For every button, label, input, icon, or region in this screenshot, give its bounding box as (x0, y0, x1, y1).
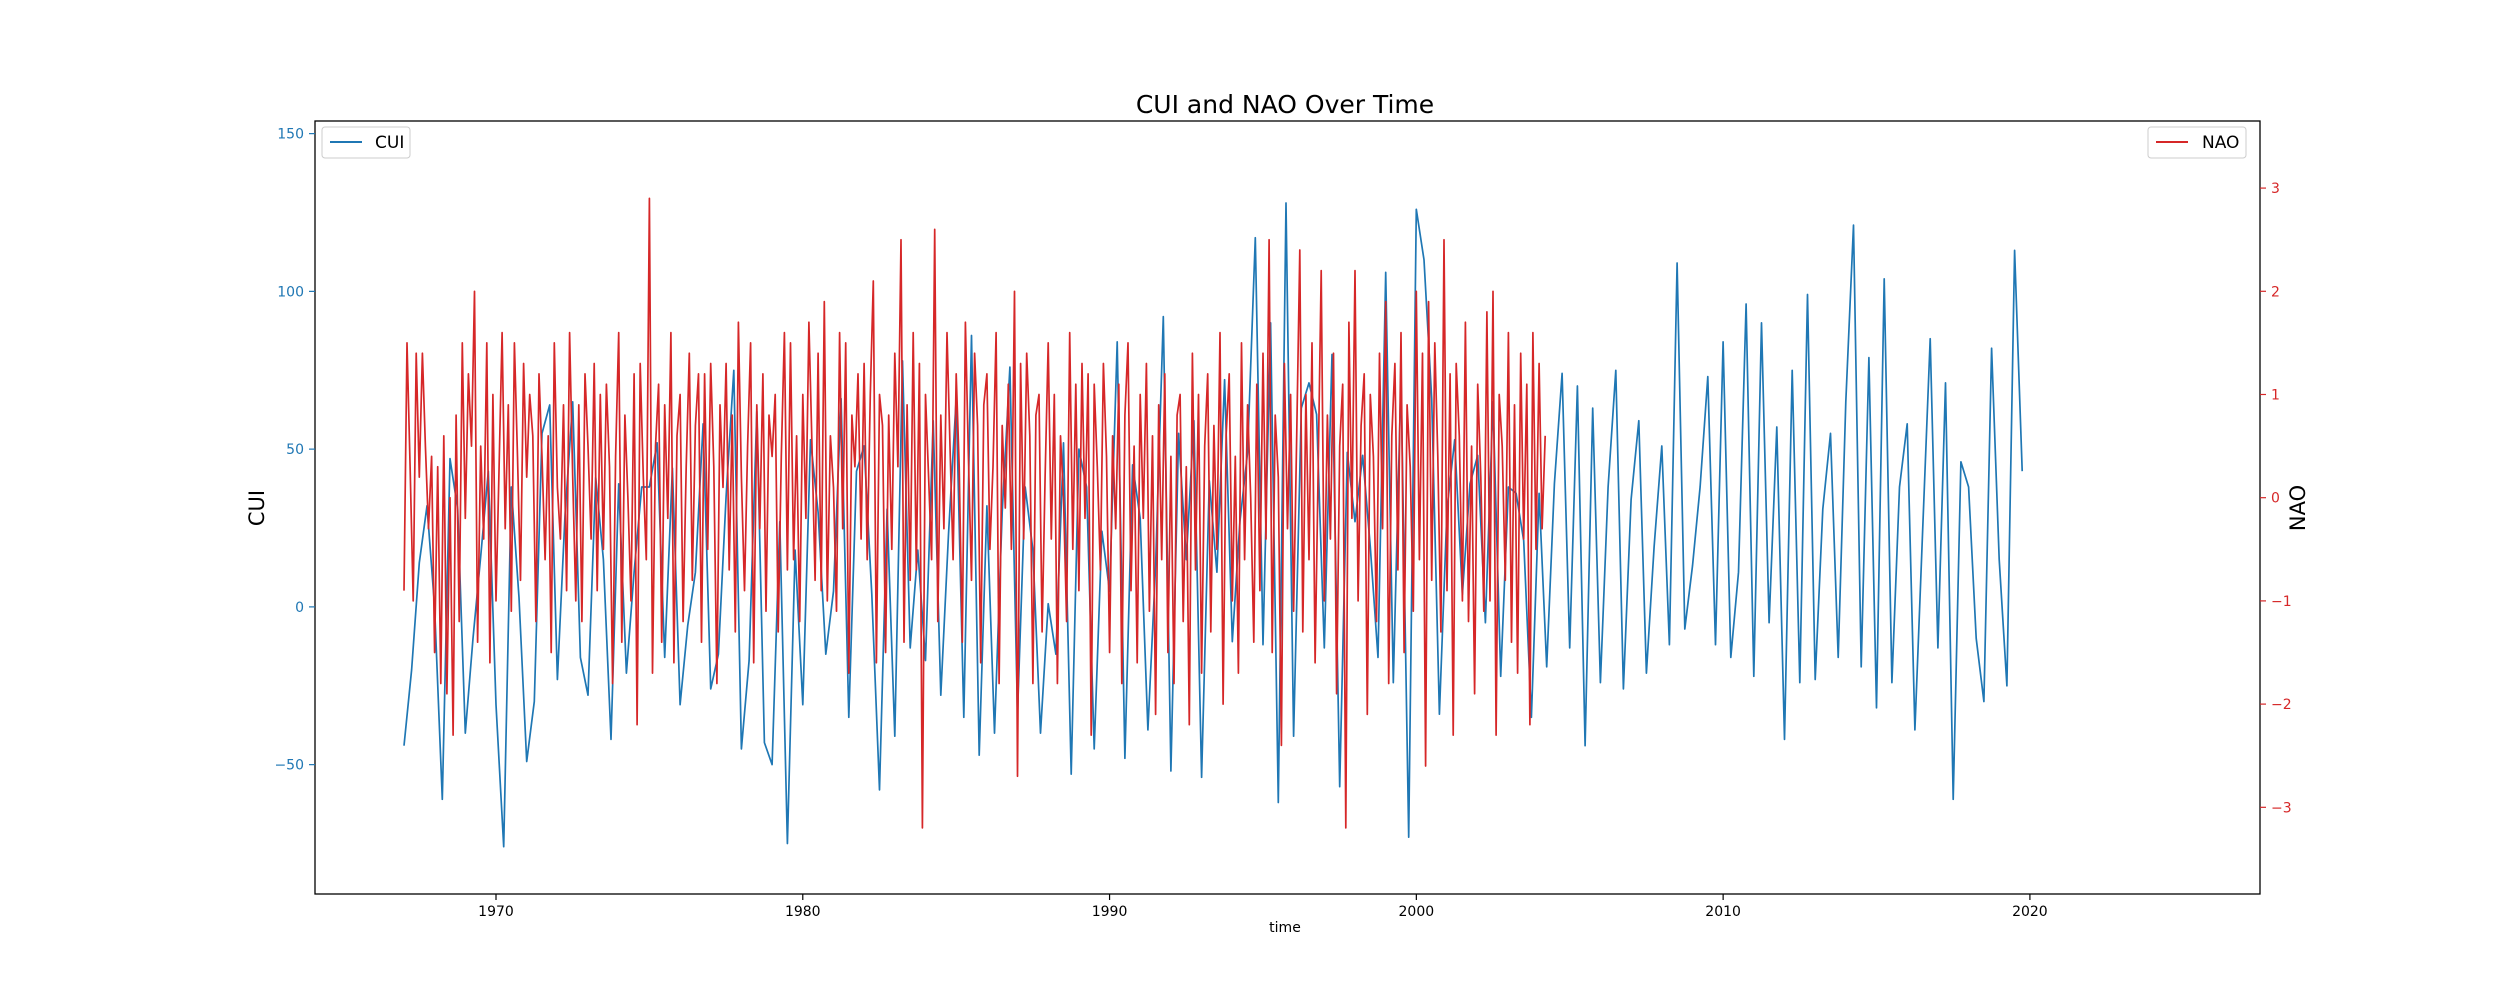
plot-frame (314, 120, 2261, 895)
legend-nao-label: NAO (2202, 133, 2239, 153)
left-tick-label: 150 (277, 127, 304, 143)
x-tick-label: 1980 (785, 904, 821, 920)
legend-cui: CUI (321, 126, 411, 159)
x-tick-label: 2020 (2012, 904, 2048, 920)
x-tick-label: 1990 (1092, 904, 1128, 920)
left-y-axis: 150 100 50 0 −50 (274, 127, 315, 774)
right-y-axis-label: NAO (2286, 485, 2310, 531)
legend-nao-box (2147, 126, 2247, 159)
right-tick-label: 1 (2271, 387, 2280, 403)
left-tick-label: 100 (277, 284, 304, 300)
series-line-nao (403, 197, 1547, 829)
x-axis: 1970 1980 1990 2000 2010 2020 (478, 894, 2048, 920)
x-tick-label: 2010 (1705, 904, 1741, 920)
right-tick-label: 3 (2271, 181, 2280, 197)
legend-nao: NAO (2147, 126, 2247, 159)
left-tick-label: 0 (295, 600, 304, 616)
left-tick-label: 50 (286, 442, 304, 458)
left-y-axis-label: CUI (245, 490, 269, 526)
right-tick-label: −2 (2271, 697, 2292, 713)
legend-cui-label: CUI (375, 133, 404, 153)
plot-area (314, 120, 2261, 895)
right-y-axis: 3 2 1 0 −1 −2 −3 (2260, 181, 2292, 816)
legend-cui-box (321, 126, 411, 159)
chart-title: CUI and NAO Over Time (1136, 90, 1434, 119)
x-tick-label: 2000 (1399, 904, 1435, 920)
left-tick-label: −50 (274, 758, 304, 774)
right-tick-label: −1 (2271, 594, 2292, 610)
right-tick-label: 0 (2271, 491, 2280, 507)
x-tick-label: 1970 (478, 904, 514, 920)
series-lines (403, 197, 2024, 848)
right-tick-label: −3 (2271, 800, 2292, 816)
right-tick-label: 2 (2271, 284, 2280, 300)
x-axis-label: time (1269, 920, 1301, 936)
